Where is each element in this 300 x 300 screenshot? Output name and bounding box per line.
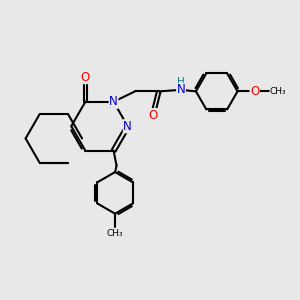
- Text: CH₃: CH₃: [107, 229, 123, 238]
- Text: O: O: [148, 109, 158, 122]
- Text: O: O: [81, 70, 90, 84]
- Text: CH₃: CH₃: [270, 87, 286, 96]
- Text: N: N: [109, 95, 118, 108]
- Text: N: N: [177, 83, 185, 96]
- Text: O: O: [250, 85, 260, 98]
- Text: N: N: [123, 120, 132, 133]
- Text: H: H: [177, 77, 185, 87]
